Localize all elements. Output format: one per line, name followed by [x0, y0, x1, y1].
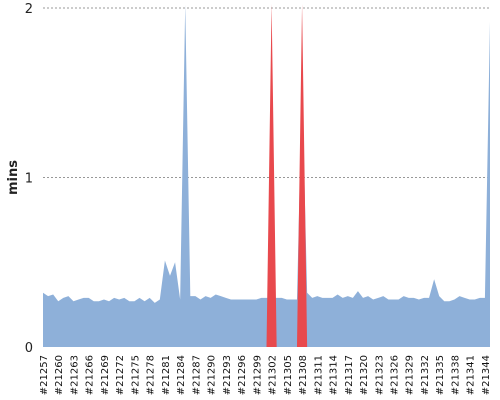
x-tick-label: #21314	[329, 355, 340, 395]
x-tick-label: #21263	[69, 355, 80, 395]
x-tick-label: #21284	[176, 355, 187, 395]
x-tick-label: #21281	[161, 355, 172, 395]
y-tick-label: 2	[25, 2, 33, 17]
x-tick-label: #21344	[481, 355, 492, 395]
x-tick-label: #21293	[222, 355, 233, 395]
x-tick-label: #21308	[298, 355, 309, 395]
x-axis: #21257 #21260 #21263 #21266 #21269 #21272 #212…	[39, 355, 492, 395]
x-tick-label: #21311	[313, 355, 324, 395]
y-tick-label: 0	[25, 341, 33, 356]
x-tick-label: #21278	[146, 355, 157, 395]
x-tick-label: #21287	[191, 355, 202, 395]
x-tick-label: #21323	[374, 355, 385, 395]
x-tick-label: #21332	[420, 355, 431, 395]
grid-layer	[43, 7, 490, 178]
series-area-1	[43, 4, 490, 348]
x-tick-label: #21335	[435, 355, 446, 395]
x-tick-label: #21338	[450, 355, 461, 395]
x-tick-label: #21290	[207, 355, 218, 395]
y-tick-label: 1	[25, 172, 33, 187]
x-tick-label: #21320	[359, 355, 370, 395]
x-tick-label: #21266	[85, 355, 96, 395]
x-tick-label: #21299	[252, 355, 263, 395]
x-tick-label: #21296	[237, 355, 248, 395]
x-tick-label: #21272	[115, 355, 126, 395]
x-tick-label: #21275	[130, 355, 141, 395]
x-tick-label: #21260	[54, 355, 65, 395]
x-tick-label: #21341	[466, 355, 477, 395]
x-tick-label: #21269	[100, 355, 111, 395]
x-tick-label: #21257	[39, 355, 50, 395]
x-tick-label: #21302	[268, 355, 279, 395]
x-tick-label: #21326	[389, 355, 400, 395]
x-tick-label: #21317	[344, 355, 355, 395]
y-axis-label: mins	[6, 160, 21, 195]
area-layer	[43, 4, 490, 348]
x-tick-label: #21305	[283, 355, 294, 395]
series-area-2	[43, 4, 490, 347]
x-tick-label: #21329	[405, 355, 416, 395]
y-axis: 0 1 2	[25, 2, 33, 356]
